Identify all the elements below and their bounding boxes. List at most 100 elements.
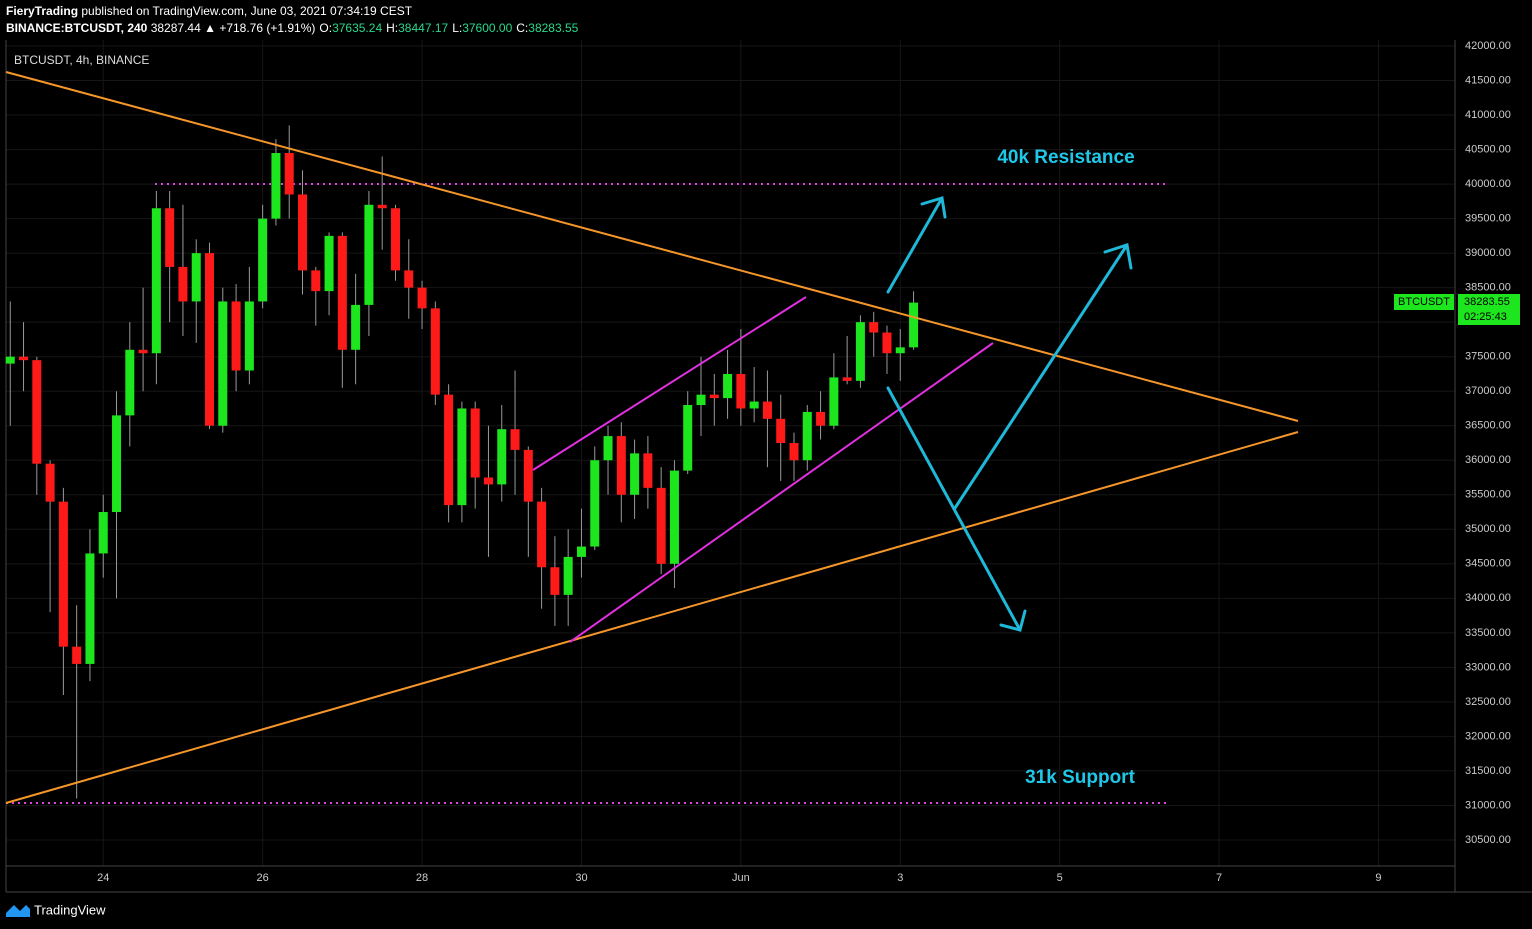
candle-body	[869, 322, 879, 333]
axes: 30500.00 31000.00 31500.00 32000.00 32500.00…	[97, 40, 1511, 884]
published: published on TradingView.com, June 03, 2…	[81, 4, 412, 18]
ohlc-label: H:	[386, 21, 398, 35]
ohlc-label: C:	[516, 21, 528, 35]
candle-body	[550, 567, 560, 595]
candle-body	[85, 553, 95, 664]
candle-body	[510, 429, 520, 450]
candle-body	[590, 460, 600, 547]
candle-body	[32, 360, 42, 464]
candle-body	[297, 194, 307, 271]
y-tick-label: 39500.00	[1465, 213, 1511, 225]
arrow-down	[886, 386, 1027, 632]
candle-body	[151, 208, 161, 354]
candle-body	[789, 442, 799, 461]
y-tick-label: 36500.00	[1465, 420, 1511, 432]
arrow-up-small	[886, 196, 947, 294]
y-tick-label: 41500.00	[1465, 74, 1511, 86]
y-tick-label: 42000.00	[1465, 40, 1511, 52]
candle-body	[258, 218, 268, 302]
y-tick-label: 34500.00	[1465, 558, 1511, 570]
ohlc-label: O:	[319, 21, 332, 35]
y-tick-label: 30500.00	[1465, 834, 1511, 846]
symbol: BINANCE:BTCUSDT, 240	[6, 21, 148, 35]
candle-body	[776, 418, 786, 443]
ascending-trendline	[5, 431, 1299, 804]
symbol-tag-label: BTCUSDT	[1398, 296, 1450, 308]
candle-body	[138, 349, 148, 354]
candle-body	[417, 287, 427, 309]
descending-trendline	[5, 71, 1299, 422]
ohlc-value: 37635.24	[332, 21, 382, 35]
x-tick-label: 7	[1216, 872, 1222, 884]
candle-body	[5, 356, 15, 364]
candle-body	[563, 556, 573, 595]
ohlc-value: 38447.17	[398, 21, 448, 35]
price-tag	[1458, 294, 1520, 325]
x-tick-label: 3	[897, 872, 903, 884]
y-tick-label: 40000.00	[1465, 178, 1511, 190]
candle-body	[311, 270, 321, 292]
y-tick-label: 36000.00	[1465, 454, 1511, 466]
candle-body	[205, 253, 215, 426]
candle-body	[470, 408, 480, 478]
candle-body	[523, 449, 533, 502]
x-tick-label: 9	[1375, 872, 1381, 884]
candle-body	[58, 501, 68, 647]
candle-body	[683, 405, 693, 471]
candle-body	[72, 646, 82, 664]
y-tick-label: 31500.00	[1465, 765, 1511, 777]
ohlc-value: 38283.55	[528, 21, 578, 35]
candle-body	[895, 347, 905, 354]
logo-icon	[6, 905, 30, 917]
candle-body	[457, 408, 467, 506]
x-tick-label: 5	[1057, 872, 1063, 884]
price-tag-label: 38283.55	[1464, 296, 1510, 308]
x-tick-label: 28	[416, 872, 428, 884]
y-tick-label: 40500.00	[1465, 143, 1511, 155]
candle-body	[125, 349, 135, 416]
candle-body	[337, 235, 347, 350]
candle-body	[351, 304, 361, 350]
channel-lower	[569, 342, 994, 643]
candle-body	[762, 401, 772, 419]
y-tick-label: 37000.00	[1465, 385, 1511, 397]
candle-body	[430, 308, 440, 395]
candle-body	[656, 487, 666, 564]
chart-title: BTCUSDT, 4h, BINANCE	[14, 53, 149, 67]
y-tick-label: 39000.00	[1465, 247, 1511, 259]
candle-body	[829, 377, 839, 426]
candle-body	[45, 463, 55, 502]
y-tick-label: 31000.00	[1465, 799, 1511, 811]
header-line: FieryTrading published on TradingView.co…	[6, 4, 413, 18]
ohlc-label: L:	[452, 21, 462, 35]
candle-body	[218, 301, 228, 426]
candle-body	[324, 235, 334, 292]
candle-body	[271, 153, 281, 219]
candle-body	[816, 411, 826, 426]
candle-body	[736, 373, 746, 409]
candles	[5, 125, 919, 799]
candle-body	[802, 411, 812, 461]
x-tick-label: Jun	[732, 872, 750, 884]
annotation: 40k Resistance	[997, 147, 1134, 168]
candle-body	[696, 394, 706, 406]
candle-body	[709, 394, 719, 399]
y-tick-label: 33000.00	[1465, 661, 1511, 673]
candle-body	[178, 266, 188, 302]
y-tick-label: 32500.00	[1465, 696, 1511, 708]
arrow-up-large	[953, 243, 1133, 510]
y-tick-label: 34000.00	[1465, 592, 1511, 604]
candle-body	[244, 301, 254, 371]
countdown: 02:25:43	[1464, 311, 1507, 323]
logo	[6, 905, 30, 917]
arrows	[886, 196, 1133, 632]
candle-body	[231, 301, 241, 371]
y-tick-label: 41000.00	[1465, 109, 1511, 121]
y-tick-label: 37500.00	[1465, 351, 1511, 363]
candle-body	[112, 415, 122, 513]
candle-body	[723, 373, 733, 399]
candle-body	[191, 253, 201, 302]
y-tick-label: 35000.00	[1465, 523, 1511, 535]
channel-upper	[532, 296, 807, 471]
